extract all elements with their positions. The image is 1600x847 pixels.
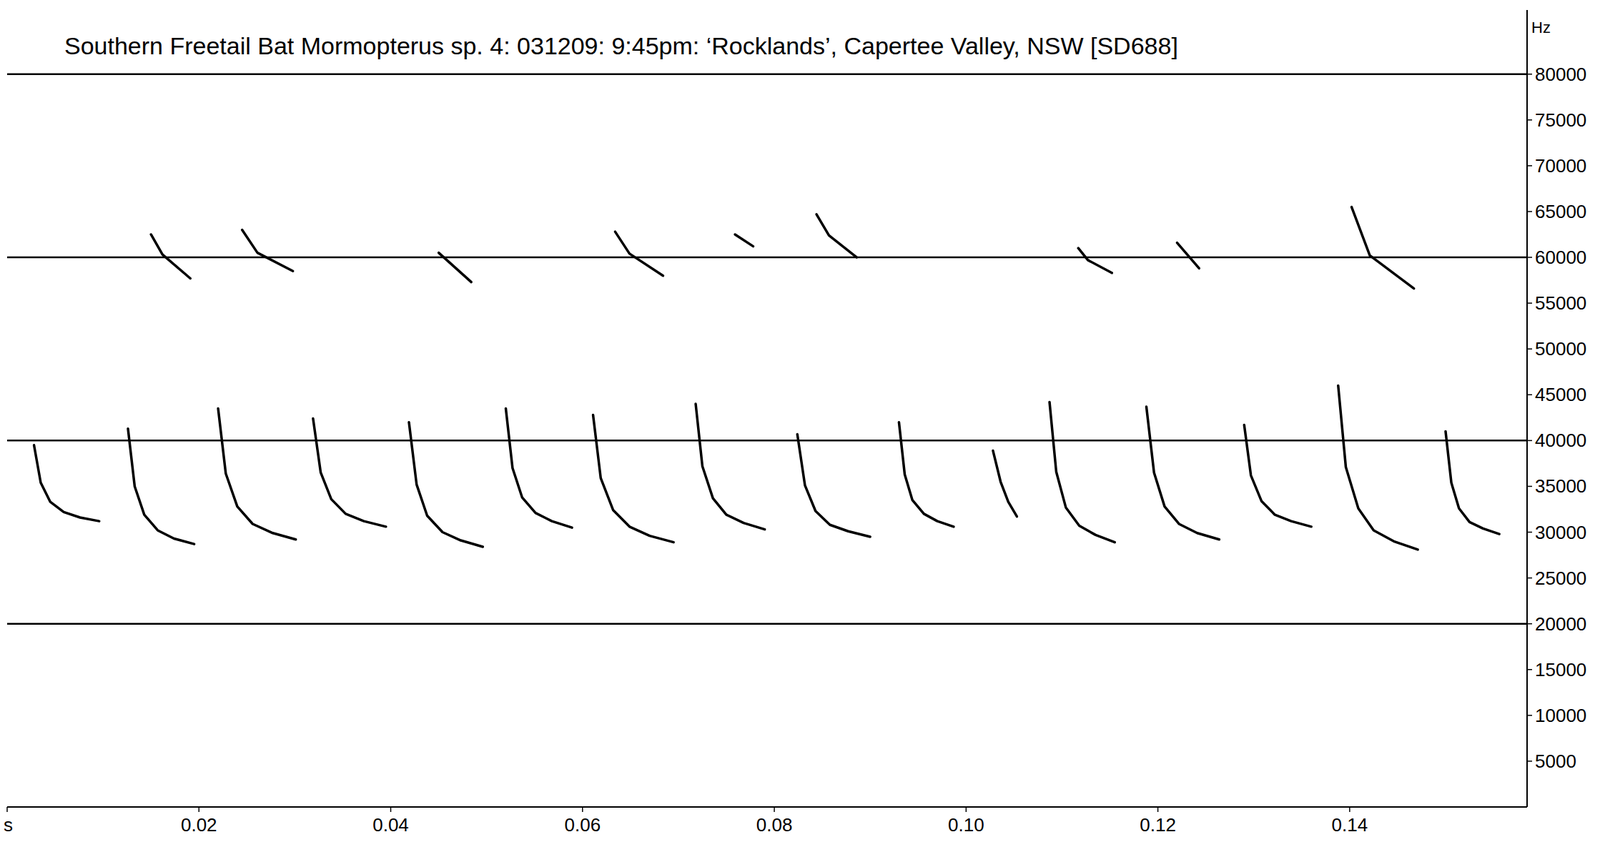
call-trace (593, 414, 675, 542)
call-trace (1146, 406, 1219, 540)
y-tick (1527, 73, 1533, 76)
grid-line (7, 72, 1528, 76)
y-tick (1527, 348, 1533, 350)
call-trace (1176, 243, 1199, 269)
call-trace (816, 214, 857, 258)
x-tick (1349, 807, 1351, 813)
background (0, 0, 1600, 847)
y-tick (1527, 256, 1533, 259)
y-tick (1527, 669, 1533, 671)
y-tick-label: 30000 (1534, 521, 1587, 544)
x-tick (773, 807, 775, 813)
y-tick (1527, 165, 1533, 167)
y-tick-label: 40000 (1534, 429, 1587, 452)
call-trace (993, 450, 1018, 517)
y-tick (1527, 394, 1533, 397)
y-tick (1527, 119, 1533, 121)
call-trace (1243, 425, 1312, 527)
y-tick-label: 70000 (1534, 155, 1587, 177)
x-tick-label: 0.04 (372, 814, 409, 836)
x-tick (390, 807, 392, 813)
y-tick-label: 20000 (1534, 613, 1587, 635)
call-trace (150, 234, 191, 279)
x-tick (965, 807, 968, 813)
call-trace (408, 422, 483, 547)
call-trace (127, 428, 195, 545)
chart: 5000 10000 15000 20000 25000 30000 35000 40000 4… (0, 0, 1600, 847)
title: Southern Freetail Bat Mormopterus sp. 4:… (64, 32, 1179, 60)
call-trace (734, 234, 753, 247)
y-tick-label: 50000 (1534, 338, 1587, 360)
x-tick-label: 0.14 (1331, 814, 1369, 836)
y-tick-label: 5000 (1534, 750, 1577, 773)
y-tick (1527, 623, 1533, 625)
y-tick (1527, 210, 1533, 213)
y-tick-label: 75000 (1534, 109, 1587, 131)
y-tick-label: 80000 (1534, 63, 1587, 86)
call-trace (1351, 207, 1415, 289)
call-trace (438, 253, 472, 283)
x-tick-label: 0.02 (180, 814, 218, 836)
call-trace (1445, 431, 1500, 535)
y-tick-label: 45000 (1534, 383, 1587, 406)
call-trace (34, 445, 100, 522)
y-tick-label: 65000 (1534, 200, 1587, 223)
x-axis (7, 806, 1528, 808)
x-tick (581, 807, 584, 813)
x-tick-label: 0.12 (1139, 814, 1177, 836)
y-tick (1527, 486, 1533, 488)
y-tick (1527, 302, 1533, 304)
x-tick-label: 0.06 (564, 814, 601, 836)
call-trace (614, 231, 663, 276)
x-ticks: s 0.02 0.04 0.06 0.08 0.10 0.12 0.14 (3, 807, 1368, 836)
call-trace (242, 230, 294, 272)
call-trace (1338, 385, 1418, 550)
y-tick-label: 10000 (1534, 704, 1587, 727)
call-trace (218, 408, 296, 540)
call-trace (695, 403, 765, 530)
call-trace (898, 422, 953, 527)
y-tick (1527, 760, 1533, 763)
y-tick (1527, 714, 1533, 717)
y-tick (1527, 531, 1533, 534)
x-tick (1157, 807, 1159, 813)
grid-line (7, 256, 1528, 259)
y-axis-label: Hz (1531, 18, 1551, 37)
x-tick-label: 0.08 (756, 814, 793, 836)
y-ticks: 5000 10000 15000 20000 25000 30000 35000 40000 4… (1527, 63, 1587, 773)
grid-line (7, 439, 1528, 442)
x-tick (6, 807, 8, 813)
y-tick-label: 55000 (1534, 292, 1587, 314)
calls (34, 207, 1500, 550)
call-trace (1049, 402, 1115, 543)
x-tick (198, 807, 201, 813)
y-tick-label: 35000 (1534, 475, 1587, 497)
y-tick (1527, 440, 1533, 442)
x-tick-label: 0.10 (947, 814, 985, 836)
call-trace (505, 408, 572, 529)
y-tick-label: 60000 (1534, 246, 1587, 269)
call-trace (1078, 248, 1112, 274)
y-tick-label: 15000 (1534, 659, 1587, 681)
grid (7, 74, 1528, 625)
call-trace (313, 418, 387, 527)
call-trace (797, 433, 871, 537)
y-tick (1527, 577, 1533, 580)
y-tick-label: 25000 (1534, 567, 1587, 590)
y-axis (1526, 10, 1528, 808)
grid-line (7, 622, 1528, 625)
x-tick-label: s (3, 814, 13, 836)
